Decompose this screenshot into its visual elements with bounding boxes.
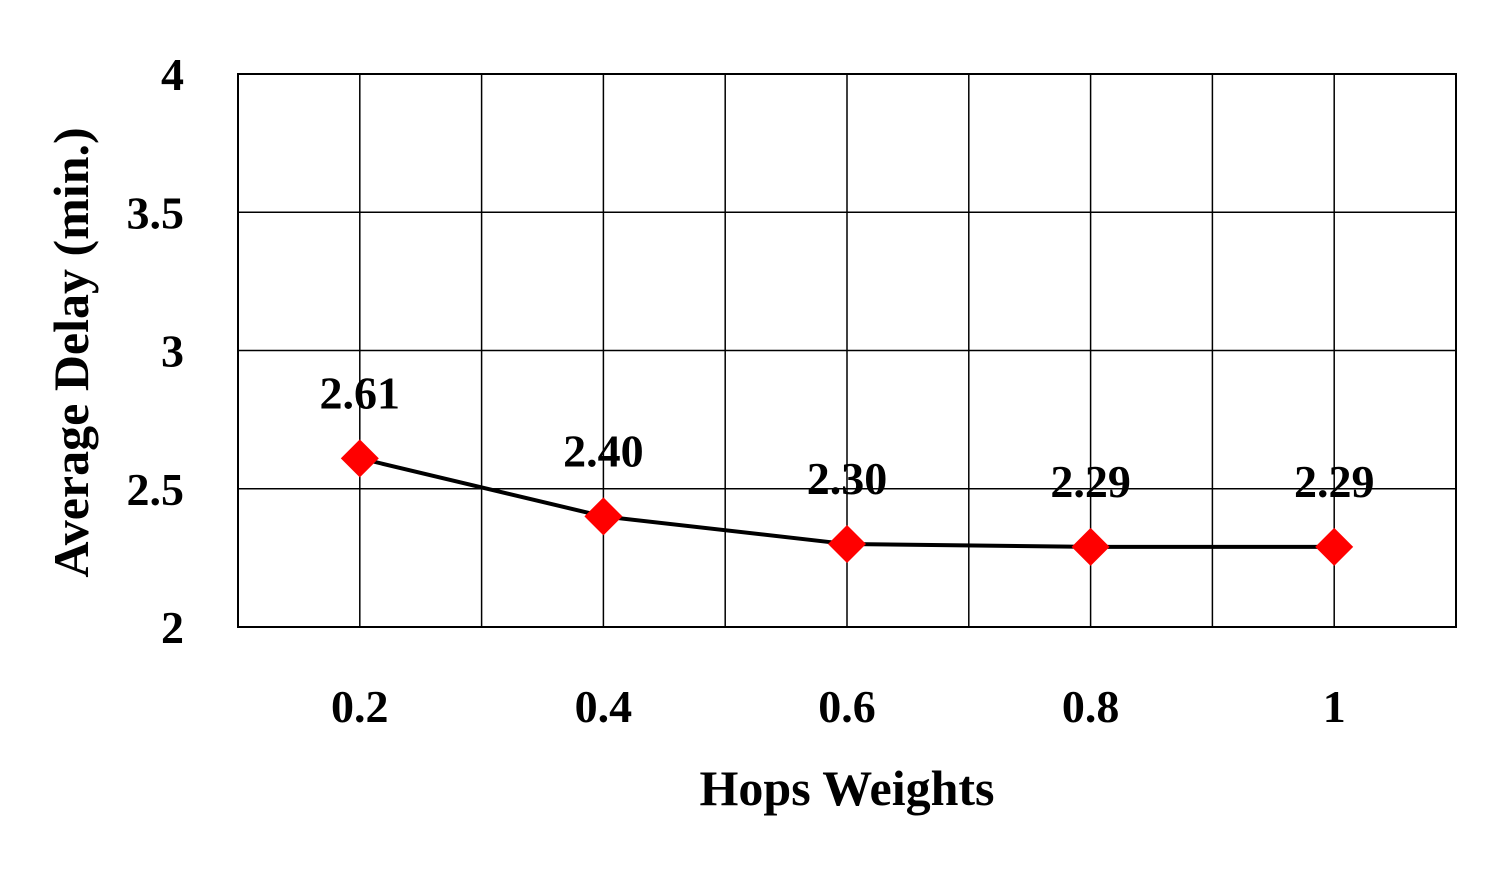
data-label: 2.29 [1050,456,1131,507]
data-point-marker [340,439,379,478]
y-tick-label: 2 [161,602,184,653]
x-tick-label: 0.6 [818,681,876,732]
y-tick-label: 4 [161,49,184,100]
x-axis-ticks: 0.2 0.4 0.6 0.8 1 [331,681,1346,732]
y-axis-title: Average Delay (min.) [43,127,99,577]
y-tick-label: 3 [161,326,184,377]
x-tick-label: 0.8 [1062,681,1120,732]
data-label: 2.61 [320,367,401,418]
x-tick-label: 0.4 [575,681,633,732]
series-layer [340,439,1354,566]
data-label: 2.40 [563,425,644,476]
y-tick-label: 2.5 [127,464,185,515]
data-point-marker [1315,527,1354,566]
data-point-marker [828,525,866,564]
data-point-marker [584,497,623,536]
x-tick-label: 0.2 [331,681,389,732]
x-axis-title: Hops Weights [700,760,995,816]
data-point-marker [1071,527,1110,566]
data-label: 2.30 [807,453,888,504]
y-axis-ticks: 2 2.5 3 3.5 4 [127,49,185,653]
x-tick-label: 1 [1323,681,1346,732]
data-labels: 2.61 2.40 2.30 2.29 2.29 [320,367,1375,506]
y-tick-label: 3.5 [127,187,185,238]
data-label: 2.29 [1294,456,1375,507]
plot-area-frame [237,73,1457,628]
